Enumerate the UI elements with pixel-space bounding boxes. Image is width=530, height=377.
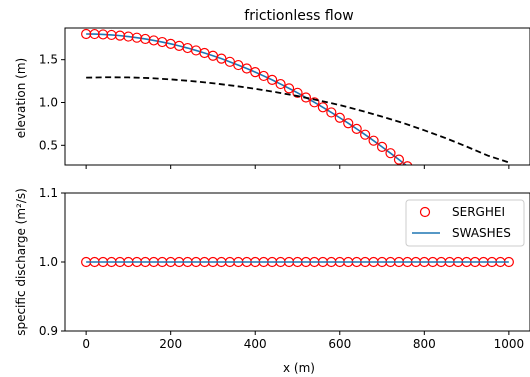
top-plot-panel: 0.5 1.0 1.5 (39, 27, 530, 199)
bottom-plot-panel: 0 200 400 600 800 1000 0.9 1.0 1.1 (39, 186, 530, 351)
water-surface-point (393, 154, 405, 165)
legend-label-serghei: SERGHEI (452, 205, 505, 219)
plot-area (81, 256, 514, 268)
water-surface-point (402, 161, 413, 165)
x-tick-label: 1000 (494, 337, 525, 351)
water-surface-point (317, 102, 328, 113)
y-tick-label: 0.5 (39, 138, 58, 152)
water-surface-point (224, 56, 235, 67)
top-ylabel: elevation (m) (14, 58, 28, 138)
bed-line (86, 76, 510, 164)
y-tick-label: 1.0 (39, 95, 58, 109)
legend: SERGHEI SWASHES (405, 199, 525, 247)
x-tick-label: 200 (159, 337, 182, 351)
water-surface-point (437, 190, 446, 199)
water-surface-point (376, 141, 388, 152)
y-tick-label: 1.0 (39, 255, 58, 269)
water-surface-point (428, 183, 437, 192)
water-surface-point (275, 78, 286, 90)
bottom-ylabel: specific discharge (m²/s) (14, 188, 28, 336)
x-axis-label: x (m) (283, 361, 315, 375)
water-surface-point (267, 74, 278, 85)
water-surface-point (258, 70, 269, 82)
water-surface-point (326, 107, 337, 118)
water-surface-point (292, 87, 303, 98)
water-surface-point (385, 148, 396, 159)
y-tick-label: 0.9 (39, 324, 58, 338)
water-surface-point (300, 92, 312, 103)
plot-area (81, 28, 510, 199)
legend-box (405, 199, 525, 247)
legend-marker-serghei (419, 206, 431, 218)
y-tick-label: 1.5 (39, 53, 58, 67)
water-surface-point (241, 63, 252, 74)
water-surface-point (233, 59, 244, 71)
legend-label-swashes: SWASHES (452, 226, 511, 240)
x-tick-label: 0 (82, 337, 90, 351)
y-tick-label: 1.1 (39, 186, 58, 200)
water-surface-point (250, 66, 261, 78)
water-surface-point (420, 175, 429, 184)
water-surface-line (86, 33, 408, 165)
water-surface-point (309, 97, 320, 108)
water-surface-point (283, 83, 295, 94)
water-surface-point (351, 123, 362, 134)
x-tick-label: 600 (328, 337, 351, 351)
axes-frame (64, 27, 530, 166)
x-tick-label: 400 (244, 337, 267, 351)
water-surface-point (343, 118, 354, 129)
x-tick-label: 800 (413, 337, 436, 351)
water-surface-point (334, 112, 345, 123)
chart-title: frictionless flow (244, 8, 353, 24)
water-surface-point (411, 169, 420, 178)
water-surface-point (368, 135, 379, 146)
water-surface-point (360, 129, 371, 140)
